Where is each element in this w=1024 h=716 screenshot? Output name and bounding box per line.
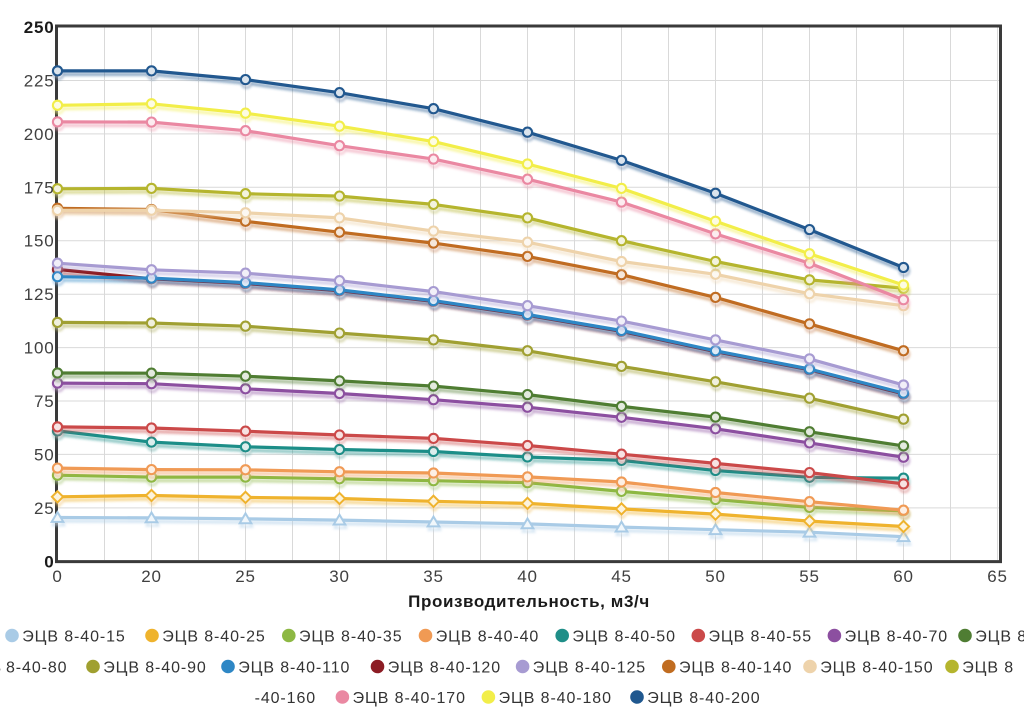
svg-text:200: 200 bbox=[24, 125, 55, 144]
svg-text:ЭЦВ 8-40-55: ЭЦВ 8-40-55 bbox=[709, 628, 813, 645]
svg-text:45: 45 bbox=[611, 567, 632, 586]
svg-text:ЭЦВ 8-40-70: ЭЦВ 8-40-70 bbox=[845, 628, 949, 645]
svg-text:ЭЦВ 8-40-200: ЭЦВ 8-40-200 bbox=[647, 690, 760, 707]
svg-text:В: В bbox=[0, 659, 2, 676]
svg-text:ЭЦВ 8-40-125: ЭЦВ 8-40-125 bbox=[533, 659, 646, 676]
svg-text:175: 175 bbox=[24, 178, 55, 197]
svg-text:-40-160: -40-160 bbox=[255, 690, 316, 707]
svg-text:0: 0 bbox=[44, 552, 54, 571]
svg-text:ЭЦВ 8-40-35: ЭЦВ 8-40-35 bbox=[299, 628, 403, 645]
svg-text:65: 65 bbox=[987, 567, 1008, 586]
svg-text:ЭЦВ 8-40-180: ЭЦВ 8-40-180 bbox=[499, 690, 612, 707]
svg-text:ЭЦВ 8: ЭЦВ 8 bbox=[975, 628, 1024, 645]
svg-text:20: 20 bbox=[141, 567, 162, 586]
svg-text:Производительность, м3/ч: Производительность, м3/ч bbox=[408, 592, 650, 611]
svg-text:150: 150 bbox=[24, 232, 55, 251]
svg-text:100: 100 bbox=[24, 339, 55, 358]
svg-text:250: 250 bbox=[24, 18, 55, 37]
svg-text:25: 25 bbox=[34, 499, 55, 518]
svg-text:30: 30 bbox=[329, 567, 350, 586]
svg-text:50: 50 bbox=[34, 445, 55, 464]
svg-text:ЭЦВ 8-40-15: ЭЦВ 8-40-15 bbox=[22, 628, 126, 645]
svg-text:ЭЦВ 8-40-170: ЭЦВ 8-40-170 bbox=[353, 690, 466, 707]
svg-text:8-40-80: 8-40-80 bbox=[6, 659, 67, 676]
svg-text:ЭЦВ 8-40-110: ЭЦВ 8-40-110 bbox=[238, 659, 350, 676]
svg-text:ЭЦВ 8-40-25: ЭЦВ 8-40-25 bbox=[162, 628, 266, 645]
svg-text:ЭЦВ 8-40-50: ЭЦВ 8-40-50 bbox=[572, 628, 676, 645]
svg-text:ЭЦВ 8-40-90: ЭЦВ 8-40-90 bbox=[103, 659, 207, 676]
svg-text:75: 75 bbox=[34, 392, 55, 411]
svg-text:ЭЦВ 8-40-40: ЭЦВ 8-40-40 bbox=[436, 628, 540, 645]
svg-text:ЭЦВ 8-40-150: ЭЦВ 8-40-150 bbox=[820, 659, 933, 676]
svg-text:50: 50 bbox=[705, 567, 726, 586]
svg-text:35: 35 bbox=[423, 567, 444, 586]
svg-text:40: 40 bbox=[517, 567, 538, 586]
svg-text:60: 60 bbox=[893, 567, 914, 586]
svg-text:55: 55 bbox=[799, 567, 820, 586]
svg-text:ЭЦВ 8-40-120: ЭЦВ 8-40-120 bbox=[388, 659, 501, 676]
svg-text:ЭЦВ 8: ЭЦВ 8 bbox=[962, 659, 1014, 676]
svg-text:225: 225 bbox=[24, 72, 55, 91]
svg-text:125: 125 bbox=[24, 285, 55, 304]
svg-text:0: 0 bbox=[52, 567, 62, 586]
svg-text:25: 25 bbox=[235, 567, 256, 586]
svg-text:ЭЦВ 8-40-140: ЭЦВ 8-40-140 bbox=[679, 659, 792, 676]
